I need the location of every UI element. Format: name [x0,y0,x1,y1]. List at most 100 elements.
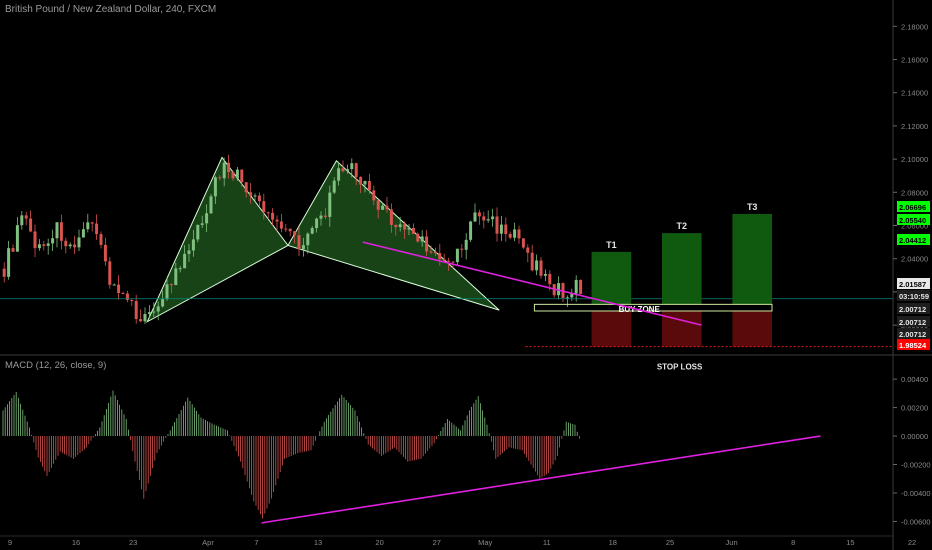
candle-body [77,237,81,248]
time-tick-label: 18 [609,538,617,547]
candle-body [482,216,486,221]
candle [253,193,257,202]
candle-body [11,248,15,252]
candle-body [297,235,301,250]
candle-body [125,293,129,301]
candle-body [156,306,160,312]
price-badge-bg [897,201,930,212]
candle-body [249,192,253,196]
time-tick-label: Jun [726,538,738,547]
price-badge-text: 2.01587 [899,280,926,289]
price-badge-bg [897,290,930,301]
candle [108,257,112,289]
macd-tick-label: -0.00600 [901,517,931,526]
candle-body [548,273,552,285]
candle [81,222,85,238]
candle-body [37,244,41,249]
candle [143,307,147,325]
candle-body [95,223,99,235]
candle [174,262,178,286]
candle [130,298,134,306]
candle [473,203,477,223]
candle [275,215,279,232]
candle [354,162,358,186]
candle [77,229,81,252]
candle-body [2,268,6,277]
candle [464,233,468,260]
price-tick-label: 2.12000 [901,122,928,131]
candle-body [121,292,125,294]
candle-body [112,284,116,286]
price-badge-text: 1.98524 [899,341,927,350]
price-badge: 2.05540 [897,214,930,225]
candle [284,223,288,233]
candle [499,215,503,241]
price-tick-label: 2.06000 [901,222,928,231]
candle [90,221,94,232]
candle [112,283,116,286]
candle [55,222,59,248]
candle [244,182,248,198]
candle [504,217,508,242]
candle-body [504,224,508,234]
candle [187,243,191,262]
candle-body [328,192,332,217]
candle [117,275,121,300]
candle [73,235,77,255]
target-label-t2: T2 [677,221,688,231]
candle [420,230,424,247]
candle-body [469,221,473,240]
candle [59,214,63,250]
price-badge: 2.00712 [897,316,930,327]
candle-body [24,215,28,219]
candle [350,158,354,178]
candle [64,237,68,254]
candle [99,231,103,249]
candle-body [15,225,19,252]
price-tick-label: 2.18000 [901,22,928,31]
candle-body [354,163,358,177]
candle-body [473,212,477,222]
candle [574,275,578,302]
candle [205,204,209,233]
candle-body [301,245,305,250]
candle [279,213,283,233]
candle-body [341,168,345,172]
candle-body [486,219,490,221]
candle [209,193,213,214]
candle-body [332,180,336,193]
candle [68,242,72,249]
candle [491,208,495,227]
candle-body [46,243,50,246]
candle [530,244,534,272]
candle-body [359,176,363,185]
candle-body [51,238,55,244]
candle [271,208,275,226]
candle-body [161,299,165,307]
candle-body [381,205,385,210]
candle [29,210,33,233]
candle-body [139,319,143,322]
candle [20,210,24,230]
price-badge-bg [897,278,930,289]
candle [147,305,151,319]
candle-body [337,168,341,181]
candle-body [196,224,200,240]
candle [191,230,195,257]
price-badge-bg [897,303,930,314]
candle-body [42,244,46,246]
candle-body [262,201,266,213]
candle-body [398,224,402,228]
candle-body [33,231,37,249]
candle-body [279,221,283,229]
candle [495,207,499,242]
price-badge-bg [897,234,930,245]
candle-body [235,169,239,179]
candle-body [253,195,257,197]
trade-overlays: T1T2T3BUY ZONESTOP LOSS [0,202,893,372]
candle [249,183,253,204]
target-label-t3: T3 [747,202,758,212]
candle-body [222,162,226,179]
candle-body [178,268,182,270]
